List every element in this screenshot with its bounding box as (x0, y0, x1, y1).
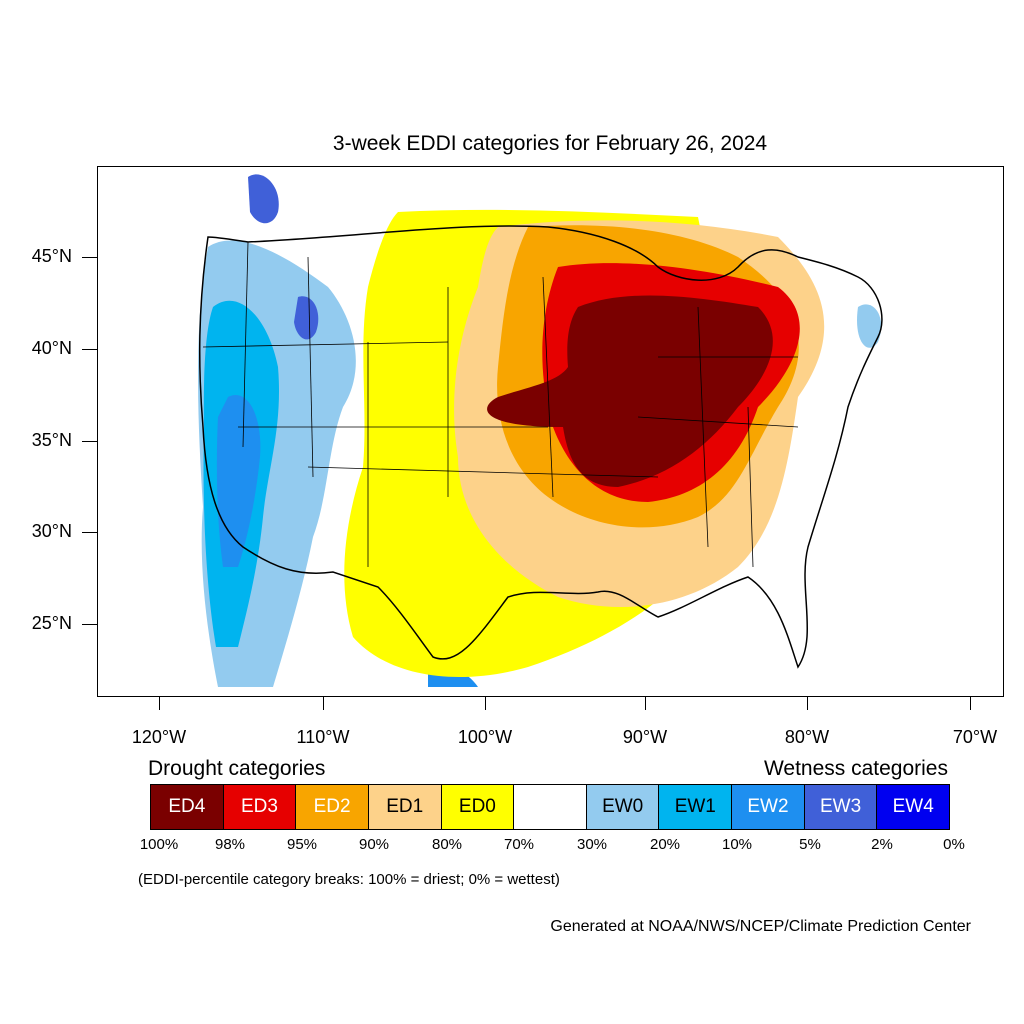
legend-swatch-ew0: EW0 (586, 785, 660, 829)
lon-tick-70 (970, 697, 971, 710)
legend-swatch-ew4: EW4 (877, 785, 950, 829)
category-breaks-note: (EDDI-percentile category breaks: 100% =… (138, 871, 560, 888)
percentile-label: 95% (286, 836, 318, 853)
lat-tick-40 (82, 349, 97, 350)
drought-region-ed4 (487, 295, 773, 487)
lon-tick-110 (323, 697, 324, 710)
percentile-label: 98% (214, 836, 246, 853)
percentile-label: 100% (139, 836, 179, 853)
wetness-region-ew3 (248, 174, 279, 224)
lon-tick-80 (807, 697, 808, 710)
percentile-label: 70% (503, 836, 535, 853)
category-legend: ED4 ED3 ED2 ED1 ED0 EW0 EW1 EW2 EW3 EW4 (150, 784, 950, 830)
map-canvas (198, 174, 883, 687)
lon-label-100: 100°W (457, 727, 513, 747)
lat-label-30: 30°N (31, 521, 72, 541)
lon-label-90: 90°W (622, 727, 668, 747)
lat-tick-35 (82, 441, 97, 442)
legend-swatch-ed2: ED2 (296, 785, 369, 829)
lon-label-120: 120°W (131, 727, 187, 747)
wetness-categories-title: Wetness categories (763, 757, 948, 780)
lat-tick-25 (82, 624, 97, 625)
percentile-label: 2% (871, 836, 893, 853)
lon-label-70: 70°W (952, 727, 998, 747)
lat-label-25: 25°N (31, 613, 72, 633)
lon-label-80: 80°W (784, 727, 830, 747)
wetness-region-ew3-b (294, 296, 319, 340)
map-title: 3-week EDDI categories for February 26, … (332, 132, 768, 155)
state-lines (202, 241, 799, 568)
legend-swatch-ed3: ED3 (223, 785, 297, 829)
percentile-label: 80% (431, 836, 463, 853)
lon-tick-120 (159, 697, 160, 710)
legend-swatch-ew3: EW3 (804, 785, 878, 829)
percentile-label: 5% (799, 836, 821, 853)
legend-swatch-ed4: ED4 (151, 785, 224, 829)
drought-categories-title: Drought categories (148, 757, 326, 780)
legend-swatch-ew1: EW1 (659, 785, 733, 829)
legend-swatch-ed1: ED1 (368, 785, 442, 829)
us-border (198, 225, 883, 669)
legend-swatch-ed0: ED0 (441, 785, 515, 829)
percentile-label: 20% (649, 836, 681, 853)
percentile-label: 10% (721, 836, 753, 853)
percentile-label: 30% (576, 836, 608, 853)
lat-tick-30 (82, 532, 97, 533)
legend-swatch-ew2: EW2 (732, 785, 805, 829)
legend-swatch-neutral (514, 785, 587, 829)
percentile-label: 90% (358, 836, 390, 853)
wetness-region-ny (857, 304, 882, 348)
credit-line: Generated at NOAA/NWS/NCEP/Climate Predi… (550, 918, 971, 935)
lat-label-45: 45°N (31, 246, 72, 266)
lat-label-35: 35°N (31, 430, 72, 450)
lon-label-110: 110°W (296, 727, 350, 747)
eddi-map (97, 166, 1004, 697)
lat-tick-45 (82, 257, 97, 258)
lat-label-40: 40°N (31, 338, 72, 358)
wetness-region-ew2 (216, 395, 261, 567)
percentile-label: 0% (943, 836, 965, 853)
lon-tick-100 (485, 697, 486, 710)
lon-tick-90 (645, 697, 646, 710)
